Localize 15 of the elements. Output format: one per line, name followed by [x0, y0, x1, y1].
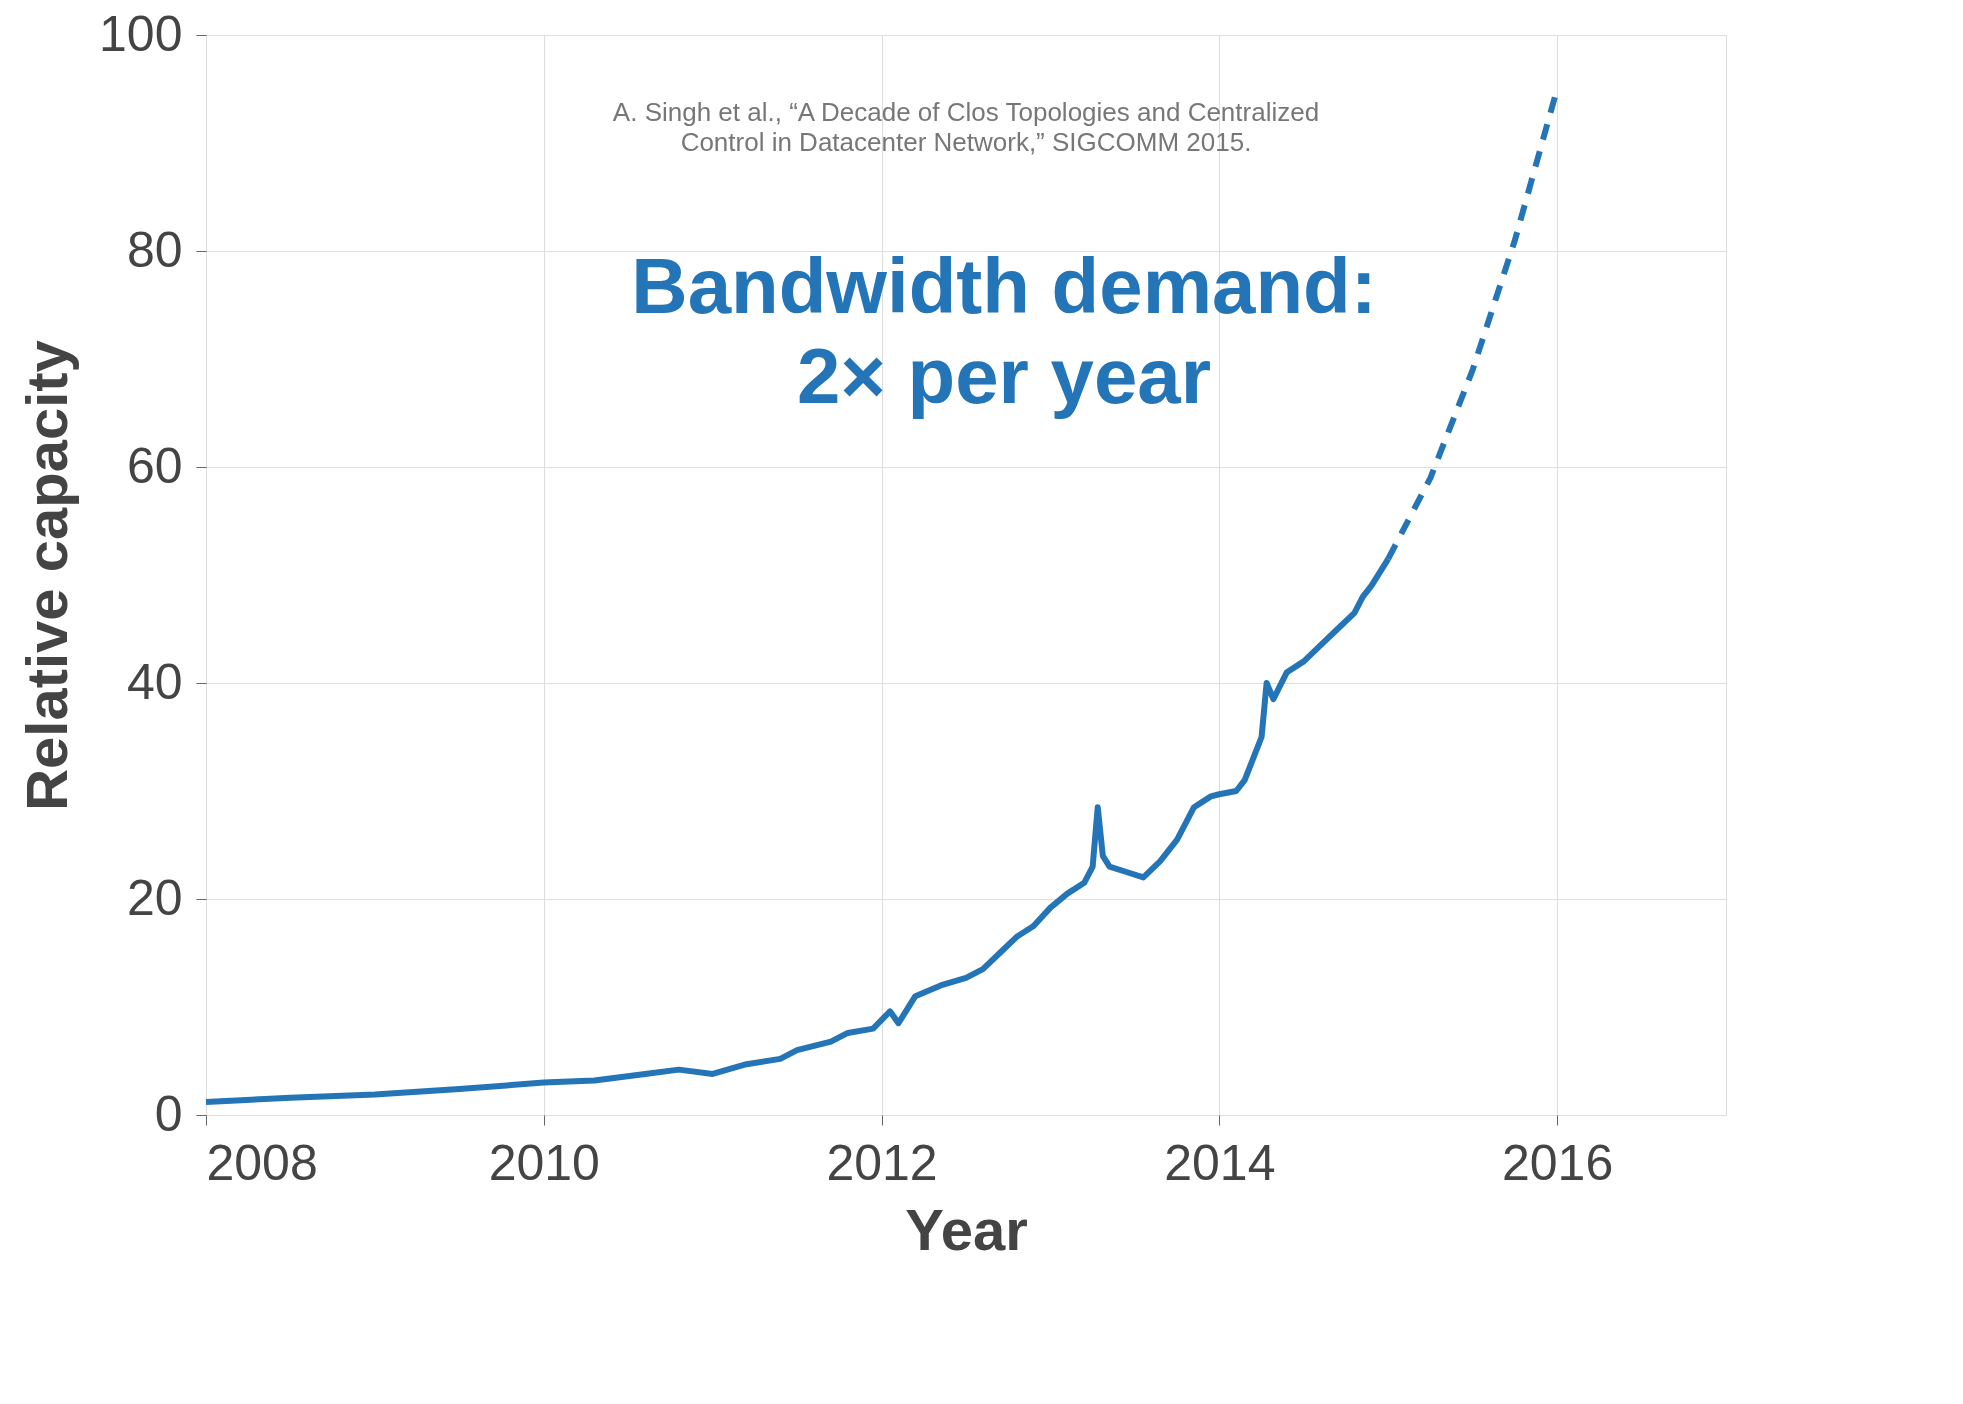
x-tick-label: 2012: [826, 1134, 938, 1191]
annotation: A. Singh et al., “A Decade of Clos Topologies and Centralized Control in Datacenter Network,” SIGCOMM 2015.: [612, 96, 1320, 157]
y-tick-label: 100: [99, 5, 183, 62]
x-tick-label: 2016: [1501, 1134, 1614, 1191]
y-tick-label: 0: [154, 1085, 183, 1142]
y-tick-label: 20: [126, 869, 183, 926]
y-axis-title: Relative capacity: [14, 340, 80, 811]
y-tick-label: 80: [126, 221, 183, 278]
x-tick-label: 2014: [1164, 1134, 1276, 1191]
x-tick-label: 2008: [206, 1134, 318, 1191]
x-tick-label: 2010: [488, 1134, 600, 1191]
x-axis-title: Year: [905, 1196, 1028, 1262]
annotation: Bandwidth demand: 2× per year: [631, 242, 1377, 420]
y-tick-label: 40: [126, 653, 183, 710]
y-tick-label: 60: [126, 437, 183, 494]
